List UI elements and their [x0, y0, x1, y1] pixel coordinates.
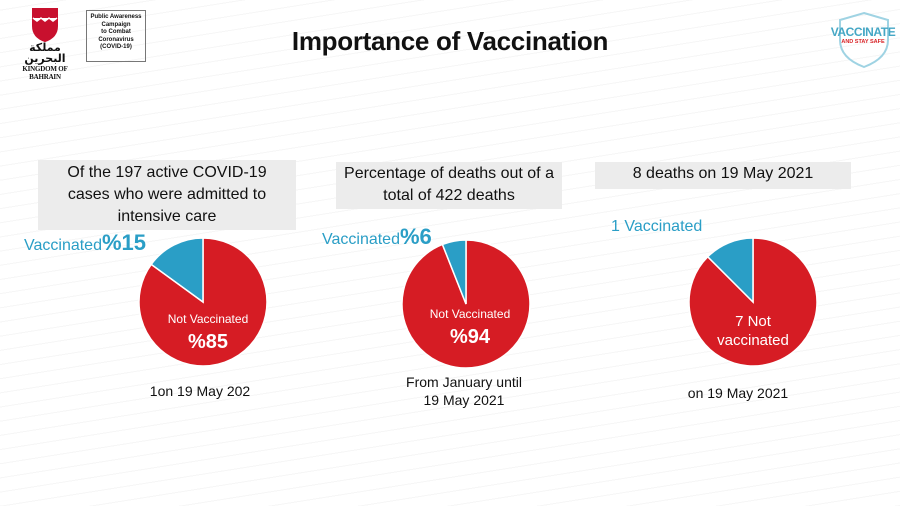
not-vaccinated-text: Not Vaccinated: [430, 307, 511, 321]
note-line: 19 May 2021: [423, 392, 505, 408]
not-vaccinated-line-1: 7 Not: [735, 313, 772, 330]
not-vaccinated-text: Not Vaccinated: [168, 312, 249, 326]
campaign-line: Public Awareness: [90, 14, 142, 20]
panel-3-note: on 19 May 2021: [658, 384, 818, 402]
logo-arabic: مملكة البحرين: [24, 42, 66, 65]
not-vaccinated-percent: %94: [450, 326, 491, 348]
shield-icon: [839, 11, 889, 69]
heading-line: total of 422 deaths: [383, 187, 515, 204]
badge-vaccinate: VACCINATE: [830, 25, 896, 39]
heading-line: 8 deaths on 19 May 2021: [632, 165, 814, 182]
panel-1-heading: Of the 197 active COVID-19 cases who wer…: [38, 160, 296, 230]
campaign-line: to Combat: [101, 29, 131, 35]
campaign-line: Coronavirus: [98, 36, 134, 43]
not-vaccinated-line-2: vaccinated: [717, 332, 789, 349]
badge-stay-safe: AND STAY SAFE: [841, 39, 885, 45]
vaccinated-text: Vaccinated: [322, 231, 400, 248]
vaccinated-text: 1 Vaccinated: [611, 218, 703, 235]
slice-not-vaccinated: [138, 237, 268, 367]
slice-vaccinated: [441, 239, 467, 305]
logo-kingdom-text: KINGDOM OF BAHRAIN: [22, 65, 68, 81]
panel-1-vaccinated-label: Vaccinated%15: [24, 230, 146, 256]
pie-chart-2: Not Vaccinated %94: [401, 239, 531, 369]
slice-vaccinated: [150, 237, 204, 304]
panel-3-vaccinated-label: 1 Vaccinated: [611, 218, 702, 236]
heading-line: intensive care: [117, 208, 217, 225]
crest-icon: [32, 8, 58, 42]
heading-line: cases who were admitted to: [67, 186, 267, 203]
vaccinated-text: Vaccinated: [24, 237, 102, 254]
note-line: 1on 19 May 202: [149, 383, 251, 399]
pie-chart-1: Not Vaccinated %85: [138, 237, 268, 367]
vaccinated-percent: %15: [101, 230, 147, 255]
campaign-line: (COVID-19): [100, 44, 132, 50]
heading-line: Percentage of deaths out of a: [344, 165, 554, 182]
page-title: Importance of Vaccination: [291, 26, 609, 56]
panel-2-vaccinated-label: Vaccinated%6: [322, 224, 432, 250]
not-vaccinated-percent: %85: [188, 331, 228, 353]
panel-3-heading: 8 deaths on 19 May 2021: [595, 162, 851, 189]
vaccinate-badge: VACCINATE AND STAY SAFE: [828, 10, 900, 70]
note-line: From January until: [406, 374, 522, 390]
vaccinated-percent: %6: [399, 224, 432, 249]
heading-line: Of the 197 active COVID-19: [67, 164, 267, 181]
bahrain-logo: مملكة البحرين KINGDOM OF BAHRAIN: [8, 6, 82, 81]
panel-2-heading: Percentage of deaths out of a total of 4…: [336, 162, 562, 209]
campaign-box: Public Awareness Campaign to Combat Coro…: [86, 10, 146, 62]
panel-2-note: From January until 19 May 2021: [384, 373, 544, 409]
campaign-line: Campaign: [101, 21, 131, 28]
slice-vaccinated: [706, 237, 754, 304]
note-line: on 19 May 2021: [687, 385, 789, 401]
panel-1-note: 1on 19 May 202: [120, 382, 280, 400]
pie-chart-3: 7 Not vaccinated: [688, 237, 818, 367]
